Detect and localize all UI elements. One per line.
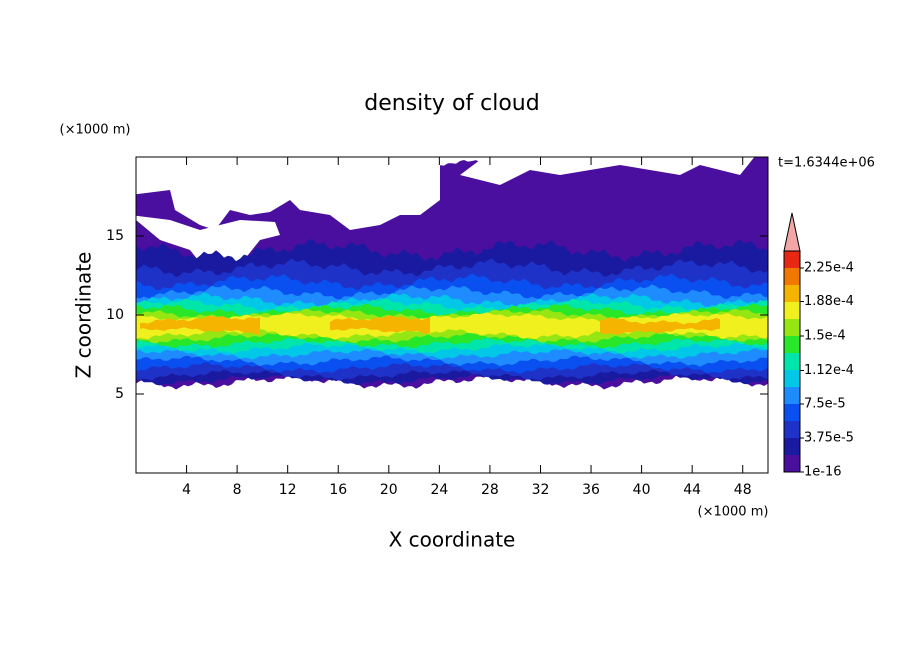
colorbar-swatch: [784, 370, 800, 387]
y-axis-label: Z coordinate: [72, 252, 96, 379]
colorbar-label: 1.5e-4: [804, 329, 846, 344]
colorbar-extend: [783, 212, 801, 252]
colorbar-swatch: [784, 438, 800, 455]
y-tick-label: 10: [106, 307, 124, 323]
colorbar-label: 1.88e-4: [804, 294, 854, 309]
y-tick-label: 5: [115, 386, 124, 402]
colorbar-swatch: [784, 455, 800, 472]
contour-band: [330, 315, 430, 334]
chart-title: density of cloud: [364, 91, 539, 116]
colorbar-swatch: [784, 285, 800, 302]
time-annotation: t=1.6344e+06: [778, 156, 875, 171]
x-tick-label: 20: [380, 482, 398, 498]
colorbar-label: 3.75e-5: [804, 431, 854, 446]
colorbar-swatch: [784, 353, 800, 370]
x-tick-label: 36: [582, 482, 600, 498]
x-tick-label: 32: [532, 482, 550, 498]
x-tick-label: 44: [683, 482, 701, 498]
clear-region: [136, 215, 280, 275]
colorbar-label: 1.12e-4: [804, 363, 854, 378]
x-axis-label: X coordinate: [389, 528, 516, 552]
colorbar-swatch: [784, 268, 800, 285]
x-tick-label: 40: [633, 482, 651, 498]
x-tick-label: 16: [329, 482, 347, 498]
contour-band: [600, 317, 720, 335]
colorbar-swatch: [784, 421, 800, 438]
colorbar-swatch: [784, 302, 800, 319]
x-tick-label: 8: [233, 482, 242, 498]
colorbar-frame: [783, 250, 801, 473]
colorbar-label: 7.5e-5: [804, 397, 846, 412]
clear-region: [136, 157, 755, 230]
colorbar-swatch: [784, 251, 800, 268]
contour-field: [136, 157, 768, 390]
colorbar-swatch: [784, 319, 800, 336]
y-tick-label: 15: [106, 228, 124, 244]
colorbar-swatch: [784, 336, 800, 353]
x-tick-label: 12: [279, 482, 297, 498]
x-tick-label: 24: [430, 482, 448, 498]
colorbar-swatch: [784, 404, 800, 421]
x-tick-label: 4: [182, 482, 191, 498]
x-tick-label: 48: [734, 482, 752, 498]
contour-band: [136, 312, 768, 340]
colorbar-label: 2.25e-4: [804, 261, 854, 276]
x-unit: (×1000 m): [698, 505, 769, 520]
colorbar-label: 1e-16: [804, 465, 842, 480]
colorbar-swatch: [784, 387, 800, 404]
y-unit: (×1000 m): [60, 123, 131, 138]
x-tick-label: 28: [481, 482, 499, 498]
contour-band: [140, 315, 260, 335]
